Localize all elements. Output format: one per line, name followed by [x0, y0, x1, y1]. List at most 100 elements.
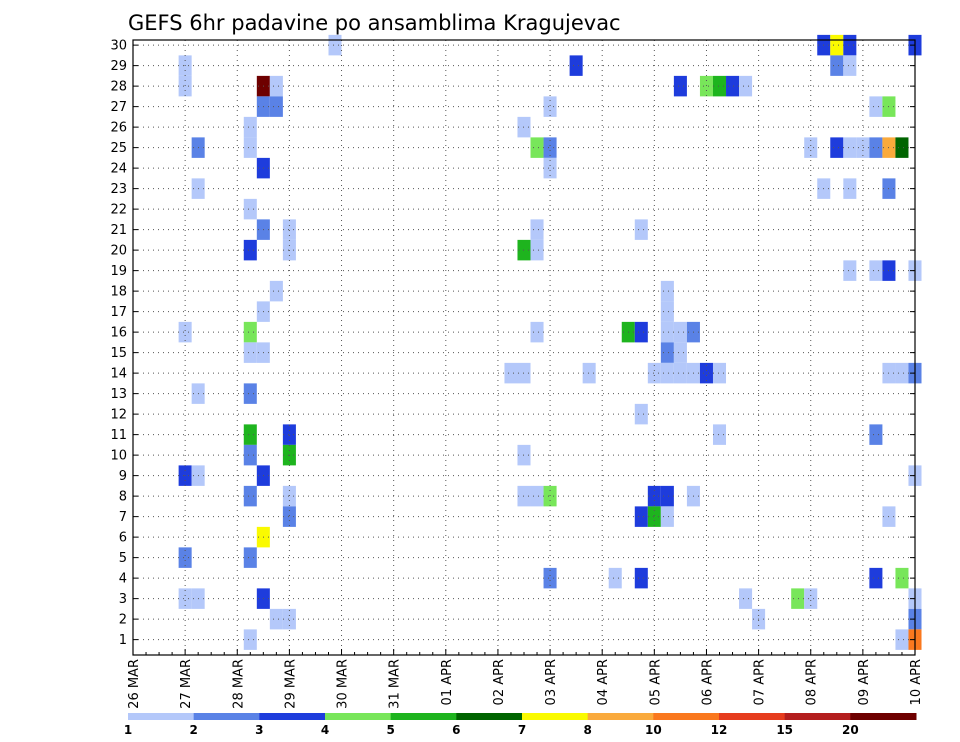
heatmap-cell [634, 567, 648, 589]
heatmap-cell [243, 239, 257, 261]
heatmap-cell [282, 506, 296, 527]
heatmap-cell [178, 547, 192, 568]
heatmap-cell [243, 342, 257, 363]
heatmap-cell [804, 137, 818, 158]
heatmap-cell [530, 321, 544, 343]
heatmap-cell [282, 424, 296, 445]
heatmap-cell [282, 219, 296, 240]
heatmap-cell [634, 403, 648, 425]
colorbar-swatch [128, 713, 195, 720]
y-tick-label: 19 [110, 264, 127, 279]
colorbar-label: 10 [645, 723, 662, 737]
heatmap-cell [869, 424, 883, 445]
heatmap-cell [543, 137, 557, 158]
heatmap-cell [647, 485, 661, 507]
heatmap-cell [869, 567, 883, 589]
x-tick-label: 02 APR [492, 659, 507, 705]
y-tick-label: 26 [110, 121, 127, 136]
heatmap-cell [843, 137, 857, 158]
colorbar-label: 3 [255, 723, 263, 737]
x-tick-label: 26 MAR [127, 659, 142, 709]
colorbar-swatch [653, 713, 720, 720]
heatmap-cell [269, 96, 283, 117]
heatmap-cell [673, 362, 687, 384]
heatmap-cell [699, 75, 713, 97]
heatmap-cell [869, 96, 883, 117]
heatmap-cell [243, 321, 257, 343]
colorbar-legend: 1 2 3 4 5 6 7 8 10 12 15 20 [124, 713, 917, 737]
x-axis: 26 MAR 27 MAR 28 MAR 29 MAR 30 MAR 31 MAR 01 A… [127, 649, 924, 709]
y-tick-label: 23 [110, 182, 127, 197]
heatmap-cell [530, 485, 544, 507]
x-tick-label: 31 MAR [388, 659, 403, 709]
heatmap-cell [712, 75, 727, 97]
heatmap-cell [178, 321, 192, 343]
x-tick-label: 01 APR [440, 659, 455, 705]
y-tick-label: 6 [119, 531, 127, 546]
heatmap-cell [673, 321, 687, 343]
heatmap-cell [739, 588, 753, 609]
heatmap-cell [856, 137, 870, 158]
heatmap-cell [673, 342, 687, 363]
heatmap-cell [634, 321, 648, 343]
y-tick-label: 9 [119, 469, 127, 484]
y-tick-label: 29 [110, 59, 127, 74]
heatmap-cell [712, 424, 727, 445]
colorbar-label: 15 [776, 723, 793, 737]
heatmap-cell [843, 55, 857, 76]
chart-title: GEFS 6hr padavine po ansamblima Kragujev… [128, 11, 621, 35]
y-tick-label: 30 [110, 39, 127, 54]
heatmap-cell [243, 116, 257, 138]
heatmap-cell [608, 567, 622, 589]
heatmap-cell [660, 321, 674, 343]
heatmap-cell [895, 567, 909, 589]
heatmap-cell [243, 629, 257, 650]
heatmap-cell [178, 75, 192, 97]
heatmap-cell [660, 485, 674, 507]
colorbar-swatch [719, 713, 786, 720]
heatmap-cell [830, 55, 844, 76]
x-tick-label: 29 MAR [283, 659, 298, 709]
y-tick-label: 25 [110, 141, 127, 156]
y-tick-label: 21 [110, 223, 127, 238]
heatmap-cell [243, 137, 257, 158]
heatmap-cell [282, 485, 296, 507]
y-tick-label: 15 [110, 346, 127, 361]
heatmap-cell [647, 362, 661, 384]
colorbar-label: 2 [189, 723, 197, 737]
heatmap-cell [328, 34, 342, 56]
heatmap-cell [895, 137, 909, 158]
grid-lines [133, 40, 916, 655]
y-tick-label: 28 [110, 80, 127, 95]
colorbar-swatch [325, 713, 392, 720]
y-tick-label: 2 [119, 613, 127, 628]
heatmap-cell [178, 588, 192, 609]
heatmap-cell [243, 547, 257, 568]
y-tick-label: 1 [119, 633, 127, 648]
y-tick-label: 7 [119, 510, 127, 525]
heatmap-cell [660, 280, 674, 302]
heatmap-cell [543, 485, 557, 507]
y-tick-label: 10 [110, 449, 127, 464]
y-tick-label: 22 [110, 203, 127, 218]
heatmap-cell [269, 280, 283, 302]
heatmap-cell [660, 342, 674, 363]
heatmap-cell [269, 608, 283, 630]
heatmap-cell [243, 424, 257, 445]
colorbar-swatch [850, 713, 917, 720]
heatmap-cell [895, 629, 909, 650]
x-tick-label: 06 APR [700, 659, 715, 705]
y-tick-label: 5 [119, 551, 127, 566]
heatmap-cell [647, 506, 661, 527]
heatmap-cell [243, 198, 257, 220]
heatmap-cell [530, 219, 544, 240]
colorbar-label: 6 [452, 723, 460, 737]
heatmap-cell [843, 34, 857, 56]
colorbar-swatch [390, 713, 457, 720]
x-tick-label: 04 APR [596, 659, 611, 705]
heatmap-cell [843, 260, 857, 281]
heatmap-cell [582, 362, 596, 384]
colorbar-swatch [784, 713, 851, 720]
heatmap-cell [243, 485, 257, 507]
colorbar-label: 12 [711, 723, 728, 737]
